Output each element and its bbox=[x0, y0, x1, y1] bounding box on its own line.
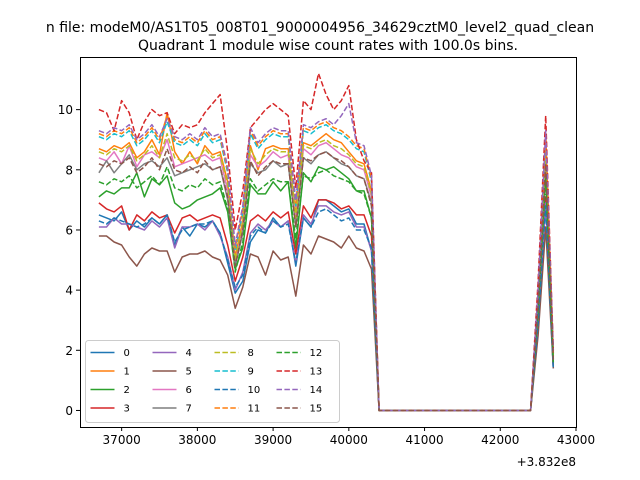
x-axis-ticks: 37000 38000 39000 40000 41000 42000 43000 bbox=[103, 427, 595, 447]
x-tick-label: 37000 bbox=[103, 433, 141, 447]
legend-label-7: 7 bbox=[186, 404, 192, 415]
axes-frame bbox=[80, 57, 577, 428]
y-tick-label: 0 bbox=[65, 404, 73, 418]
y-tick-label: 4 bbox=[65, 284, 73, 298]
series-line-2 bbox=[98, 166, 555, 412]
series-line-14 bbox=[98, 102, 555, 412]
legend-label-11: 11 bbox=[248, 404, 261, 415]
x-axis-offset-label: +3.832e8 bbox=[517, 455, 576, 469]
series-line-7 bbox=[98, 151, 555, 412]
series-line-8 bbox=[98, 132, 555, 412]
legend-label-6: 6 bbox=[186, 385, 192, 396]
y-tick-label: 2 bbox=[65, 344, 73, 358]
legend-label-2: 2 bbox=[124, 385, 130, 396]
series-line-6 bbox=[98, 138, 555, 412]
x-tick-label: 41000 bbox=[405, 433, 443, 447]
legend-label-14: 14 bbox=[310, 385, 323, 396]
figure-suptitle: n file: modeM0/AS1T05_008T01_9000004956_… bbox=[46, 20, 594, 36]
legend-label-5: 5 bbox=[186, 367, 192, 378]
legend-label-12: 12 bbox=[310, 348, 323, 359]
x-tick-label: 39000 bbox=[254, 433, 292, 447]
legend-label-4: 4 bbox=[186, 348, 192, 359]
legend-label-13: 13 bbox=[310, 367, 323, 378]
plot-lines bbox=[98, 72, 555, 412]
series-line-12 bbox=[98, 166, 555, 412]
y-tick-label: 8 bbox=[65, 163, 73, 177]
legend-label-1: 1 bbox=[124, 367, 130, 378]
series-line-15 bbox=[98, 147, 555, 412]
x-tick-label: 38000 bbox=[178, 433, 216, 447]
legend-label-10: 10 bbox=[248, 385, 261, 396]
series-line-3 bbox=[98, 196, 555, 412]
y-tick-label: 10 bbox=[58, 103, 73, 117]
legend-label-15: 15 bbox=[310, 404, 323, 415]
series-line-5 bbox=[98, 226, 555, 412]
series-line-10 bbox=[98, 205, 555, 412]
chart-title: Quadrant 1 module wise count rates with … bbox=[138, 38, 518, 54]
y-axis-ticks: 0 2 4 6 8 10 bbox=[58, 103, 80, 418]
legend-label-0: 0 bbox=[124, 348, 130, 359]
x-tick-label: 43000 bbox=[557, 433, 595, 447]
x-tick-label: 42000 bbox=[481, 433, 519, 447]
y-tick-label: 6 bbox=[65, 223, 73, 237]
legend-box bbox=[85, 340, 340, 423]
legend-label-8: 8 bbox=[248, 348, 254, 359]
legend-label-3: 3 bbox=[124, 404, 130, 415]
x-tick-label: 40000 bbox=[330, 433, 368, 447]
series-line-13 bbox=[98, 72, 555, 412]
series-line-1 bbox=[98, 111, 555, 412]
legend-label-9: 9 bbox=[248, 367, 254, 378]
series-line-4 bbox=[98, 202, 555, 412]
